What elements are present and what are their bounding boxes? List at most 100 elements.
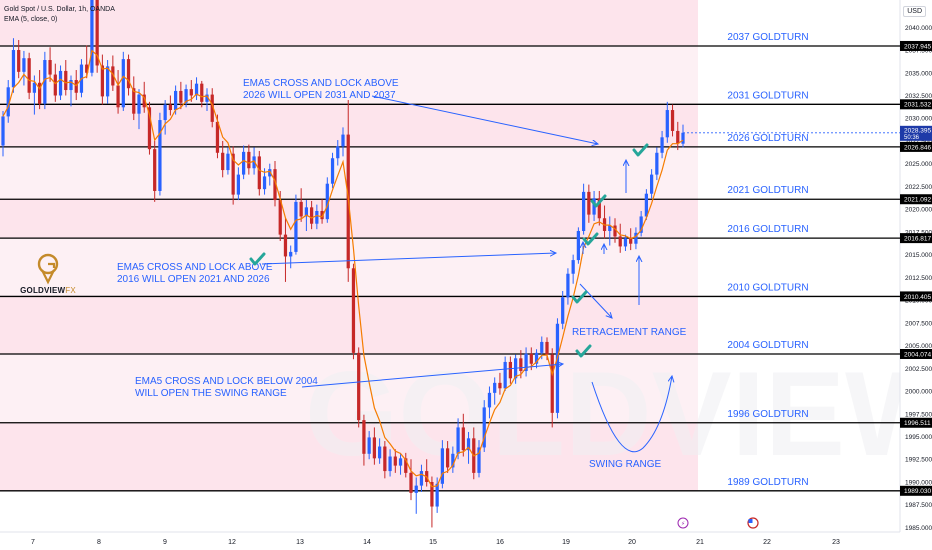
check-mark-icon	[575, 344, 592, 358]
level-price-tag	[900, 291, 932, 302]
candle-body	[477, 447, 481, 473]
candle-body	[247, 151, 251, 169]
us-flag-canton	[748, 519, 753, 523]
y-tick-label: 2037.500	[905, 48, 932, 55]
x-tick-label: 21	[696, 539, 704, 546]
candle-body	[362, 420, 366, 454]
level-price-tag	[900, 194, 932, 205]
check-mark-icon	[590, 194, 607, 208]
y-tick-label: 2035.000	[905, 70, 932, 77]
candle-body	[283, 234, 288, 257]
candle-body	[126, 59, 131, 89]
candle-body	[304, 207, 309, 217]
candle-body	[367, 437, 371, 454]
candle-body	[451, 453, 455, 468]
y-tick-label: 1992.500	[905, 457, 932, 464]
candle-body	[404, 458, 408, 473]
x-tick-label: 15	[429, 539, 437, 546]
candle-body	[665, 110, 669, 138]
candle-body	[388, 456, 392, 472]
candle-body	[576, 230, 581, 261]
candle-body	[142, 94, 146, 108]
level-price-tag	[900, 348, 932, 359]
goldturn-label: 2004 GOLDTURN	[727, 340, 808, 351]
level-price-label: 2037.945	[904, 43, 931, 50]
y-tick-label: 2025.000	[905, 161, 932, 168]
check-mark-icon	[582, 232, 599, 246]
goldturn-label: 2026 GOLDTURN	[727, 133, 808, 144]
x-tick-label: 7	[31, 539, 35, 546]
candle-body	[592, 198, 596, 215]
candle-body	[419, 471, 424, 486]
y-tick-label: 2005.000	[905, 343, 932, 350]
candle-body	[147, 107, 152, 150]
candle-body	[461, 427, 465, 451]
candle-body	[278, 200, 282, 235]
candle-body	[289, 251, 293, 257]
annotation-text: EMA5 CROSS AND LOCK ABOVE	[243, 78, 399, 89]
pink-zone	[0, 422, 698, 491]
candle-body	[357, 352, 361, 421]
x-tick-label: 8	[97, 539, 101, 546]
candle-body	[100, 65, 105, 97]
goldturn-label: 2010 GOLDTURN	[727, 282, 808, 293]
pink-zone	[0, 0, 698, 46]
level-price-tag	[900, 417, 932, 428]
candle-body	[519, 358, 523, 372]
x-tick-label: 22	[763, 539, 771, 546]
logo-brand-light: FX	[65, 286, 76, 295]
goldturn-label: 2021 GOLDTURN	[727, 185, 808, 196]
time-axis-bg	[0, 532, 900, 550]
candle-body	[69, 80, 73, 91]
candle-body	[299, 201, 303, 217]
level-price-label: 2021.092	[904, 197, 931, 204]
indicator-legend[interactable]: EMA (5, close, 0)	[4, 16, 58, 23]
y-tick-label: 2032.500	[905, 93, 932, 100]
candle-body	[27, 58, 31, 93]
candle-body	[623, 238, 628, 247]
candle-body	[58, 70, 63, 96]
candle-body	[194, 83, 199, 96]
annotation-text: RETRACEMENT RANGE	[572, 327, 687, 338]
x-tick-label: 13	[296, 539, 304, 546]
currency-label[interactable]: USD	[903, 6, 926, 17]
level-price-label: 2016.817	[904, 236, 931, 243]
candle-body	[330, 158, 335, 184]
annotation-text: SWING RANGE	[589, 459, 662, 470]
annotation-text: WILL OPEN THE SWING RANGE	[135, 388, 287, 399]
candle-body	[43, 60, 47, 104]
candle-body	[618, 236, 622, 247]
candle-body	[555, 323, 560, 413]
candle-body	[503, 361, 507, 389]
candle-body	[639, 216, 643, 233]
candle-body	[11, 50, 16, 88]
y-tick-label: 1997.500	[905, 411, 932, 418]
candle-body	[660, 137, 664, 153]
goldturn-label: 1996 GOLDTURN	[727, 409, 808, 420]
y-tick-label: 1985.000	[905, 525, 932, 532]
candle-body	[398, 458, 403, 466]
candle-body	[409, 472, 413, 493]
candle-body	[1, 116, 5, 146]
candle-body	[268, 169, 272, 177]
level-price-label: 2026.846	[904, 144, 931, 151]
y-tick-label: 1995.000	[905, 434, 932, 441]
level-price-tag	[900, 485, 932, 496]
annotation-text: EMA5 CROSS AND LOCK ABOVE	[117, 262, 273, 273]
y-tick-label: 2040.000	[905, 25, 932, 32]
candle-body	[524, 353, 528, 372]
candle-body	[200, 83, 204, 102]
candle-body	[493, 382, 497, 393]
candle-body	[456, 427, 460, 454]
annotation-text: 2016 WILL OPEN 2021 AND 2026	[117, 274, 270, 285]
level-price-label: 2010.405	[904, 294, 931, 301]
y-tick-label: 2022.500	[905, 184, 932, 191]
lightning-event-icon	[677, 517, 689, 529]
candle-body	[137, 94, 141, 114]
candle-body	[608, 225, 612, 231]
candle-body	[372, 437, 377, 459]
candle-body	[53, 74, 57, 96]
candle-body	[252, 156, 256, 169]
swing-range-curve	[591, 376, 672, 453]
